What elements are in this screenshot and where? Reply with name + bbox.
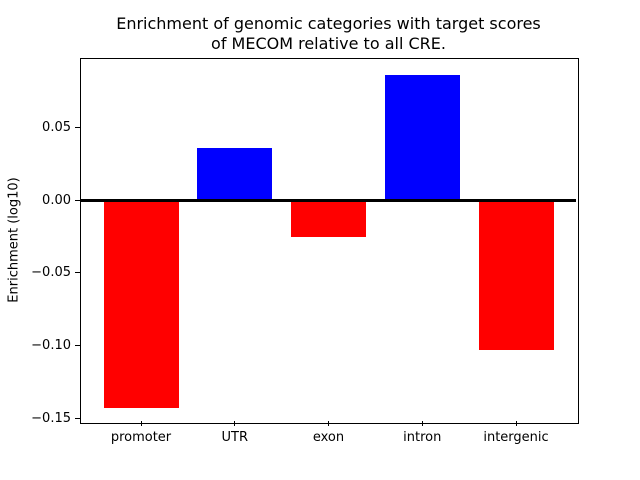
y-tick-label: −0.10: [31, 337, 71, 353]
chart-title-line2: of MECOM relative to all CRE.: [211, 33, 446, 53]
x-tick-label-intron: intron: [403, 430, 442, 445]
x-tick-mark: [328, 421, 329, 426]
x-tick-mark: [515, 421, 517, 426]
y-tick-label: −0.15: [31, 410, 71, 426]
plot-area: 0.05 0.00 −0.05 −0.10 −0.15 promoter UTR exon in…: [31, 58, 579, 445]
y-tick-mark: [75, 344, 80, 346]
bar-exon: [291, 200, 366, 237]
y-tick-mark: [75, 199, 80, 201]
x-tick-label-UTR: UTR: [221, 430, 249, 445]
x-tick-label-intergenic: intergenic: [483, 430, 549, 445]
x-tick-mark: [234, 421, 236, 426]
chart-title-line1: Enrichment of genomic categories with ta…: [116, 14, 541, 33]
chart-title: Enrichment of genomic categories with ta…: [80, 14, 577, 53]
y-tick-mark: [75, 127, 80, 129]
y-tick-label: 0.00: [42, 192, 71, 208]
y-tick-label: −0.05: [31, 265, 71, 281]
zero-line: [81, 198, 576, 202]
y-tick-mark: [75, 272, 80, 274]
y-tick-label: 0.05: [42, 120, 71, 136]
bar-intron: [384, 75, 460, 201]
bar-intergenic: [478, 200, 554, 350]
x-tick-label-exon: exon: [312, 430, 345, 445]
x-tick-label-promoter: promoter: [110, 430, 172, 445]
bar-UTR: [197, 148, 273, 201]
bar-promoter: [103, 200, 179, 408]
y-tick-mark: [75, 417, 80, 419]
x-tick-mark: [421, 421, 423, 426]
x-tick-mark: [140, 421, 142, 426]
